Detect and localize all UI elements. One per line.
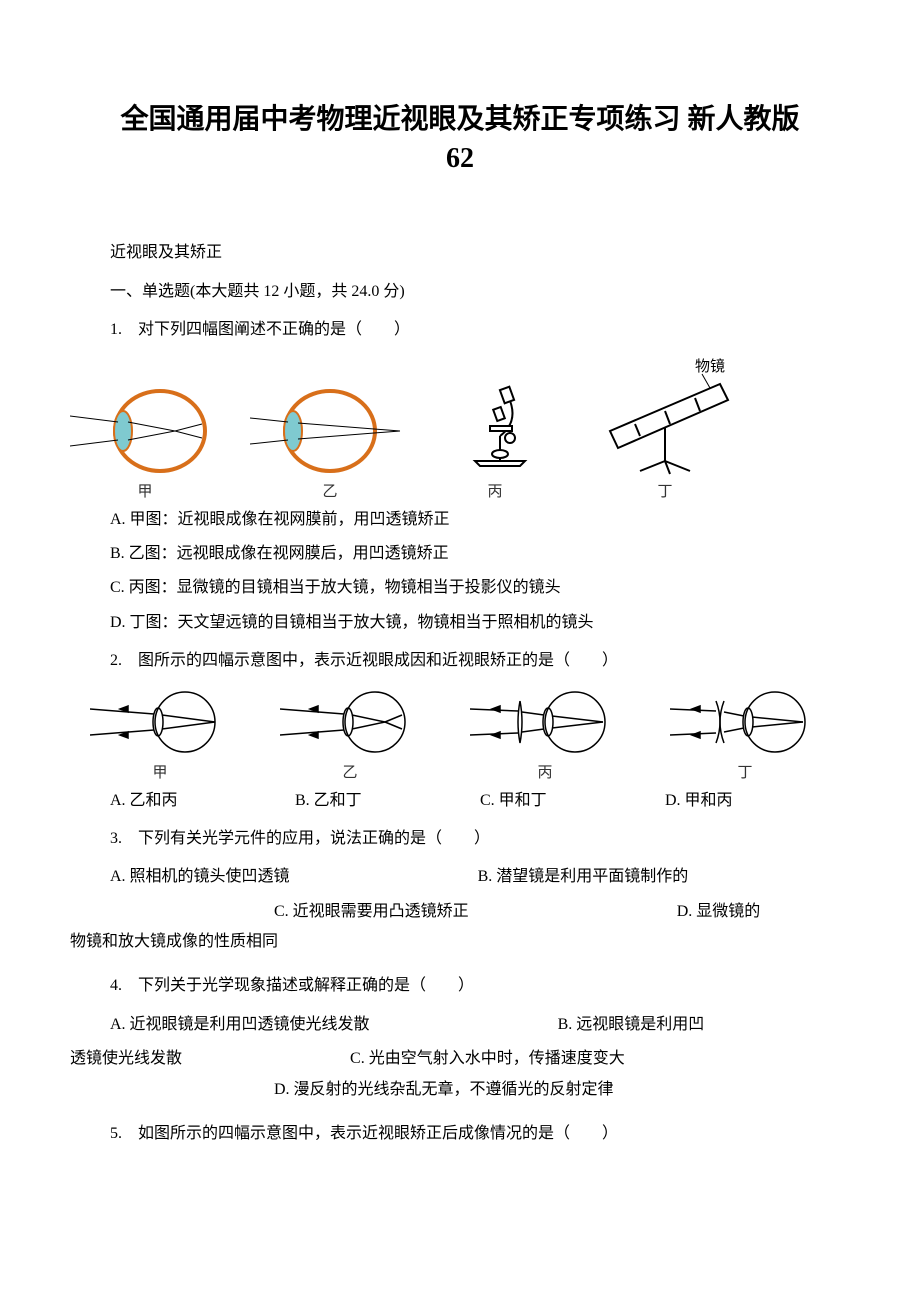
q4-line3: D. 漫反射的光线杂乱无章，不遵循光的反射定律 [70,1075,850,1105]
q2-fig-yi: 乙 [280,687,420,782]
q3-line2: C. 近视眼需要用凸透镜矫正 D. 显微镜的 [70,897,850,927]
q1-fig-ding: 物镜 丁 [580,356,750,501]
q1-optB: B. 乙图：远视眼成像在视网膜后，用凹透镜矫正 [110,539,850,569]
q4-optA: A. 近视眼镜是利用凹透镜使光线发散 [110,1016,370,1033]
eye-diagram-4 [670,687,820,757]
eye-hyperopia-diagram [250,386,410,476]
q1-label-yi: 乙 [322,480,337,501]
topic-label: 近视眼及其矫正 [110,238,850,268]
q1-figures: 甲 乙 [70,356,850,501]
eye-diagram-1 [90,687,230,757]
q2-optC: C. 甲和丁 [480,786,665,816]
q1-optC: C. 丙图：显微镜的目镜相当于放大镜，物镜相当于投影仪的镜头 [110,573,850,603]
q2-fig-ding: 丁 [670,687,820,782]
q1-label-bing: 丙 [487,480,502,501]
q3-optC: C. 近视眼需要用凸透镜矫正 [274,903,469,920]
q4-line2: 透镜使光线发散 C. 光由空气射入水中时，传播速度变大 [70,1044,850,1074]
q2-optD: D. 甲和丙 [665,786,850,816]
telescope-label: 物镜 [695,357,725,375]
q4-optB-1: B. 远视眼镜是利用凹 [558,1016,705,1033]
q2-fig-jia: 甲 [90,687,230,782]
eye-diagram-2 [280,687,420,757]
q3-optB: B. 潜望镜是利用平面镜制作的 [478,868,689,885]
q4-optB-2: 透镜使光线发散 [70,1050,182,1067]
q1-label-jia: 甲 [137,480,152,501]
page-title: 全国通用届中考物理近视眼及其矫正专项练习 新人教版 62 [70,100,850,178]
q3-optA: A. 照相机的镜头使凹透镜 [110,868,290,885]
q2-label-ding: 丁 [737,761,752,782]
telescope-diagram: 物镜 [580,356,750,476]
q2-label-bing: 丙 [537,761,552,782]
q2-figures: 甲 乙 [70,687,850,782]
q2-stem: 2. 图所示的四幅示意图中，表示近视眼成因和近视眼矫正的是（ ） [110,646,850,676]
q2-optA: A. 乙和丙 [110,786,295,816]
q3-line1: A. 照相机的镜头使凹透镜 B. 潜望镜是利用平面镜制作的 [110,862,850,892]
q2-options: A. 乙和丙 B. 乙和丁 C. 甲和丁 D. 甲和丙 [110,786,850,816]
q1-optA: A. 甲图：近视眼成像在视网膜前，用凹透镜矫正 [110,505,850,535]
q2-optB: B. 乙和丁 [295,786,480,816]
title-line-2: 62 [446,143,474,174]
q3-stem: 3. 下列有关光学元件的应用，说法正确的是（ ） [110,824,850,854]
q4-line1: A. 近视眼镜是利用凹透镜使光线发散 B. 远视眼镜是利用凹 [110,1010,850,1040]
q1-fig-jia: 甲 [70,386,220,501]
eye-myopia-diagram [70,386,220,476]
q2-label-yi: 乙 [342,761,357,782]
q4-stem: 4. 下列关于光学现象描述或解释正确的是（ ） [110,971,850,1001]
section-header: 一、单选题(本大题共 12 小题，共 24.0 分) [110,277,850,307]
title-line-1: 全国通用届中考物理近视眼及其矫正专项练习 新人教版 [120,104,799,135]
q3-optD-1: D. 显微镜的 [677,903,761,920]
q1-fig-yi: 乙 [250,386,410,501]
eye-diagram-3 [470,687,620,757]
q4-optD: D. 漫反射的光线杂乱无章，不遵循光的反射定律 [274,1081,614,1098]
q1-stem: 1. 对下列四幅图阐述不正确的是（ ） [110,315,850,345]
q4-optC: C. 光由空气射入水中时，传播速度变大 [350,1050,625,1067]
microscope-diagram [440,366,550,476]
q2-label-jia: 甲 [152,761,167,782]
q1-optD: D. 丁图：天文望远镜的目镜相当于放大镜，物镜相当于照相机的镜头 [110,608,850,638]
q2-fig-bing: 丙 [470,687,620,782]
q1-fig-bing: 丙 [440,366,550,501]
q3-line3: 物镜和放大镜成像的性质相同 [70,927,850,957]
q5-stem: 5. 如图所示的四幅示意图中，表示近视眼矫正后成像情况的是（ ） [110,1119,850,1149]
q1-label-ding: 丁 [657,480,672,501]
